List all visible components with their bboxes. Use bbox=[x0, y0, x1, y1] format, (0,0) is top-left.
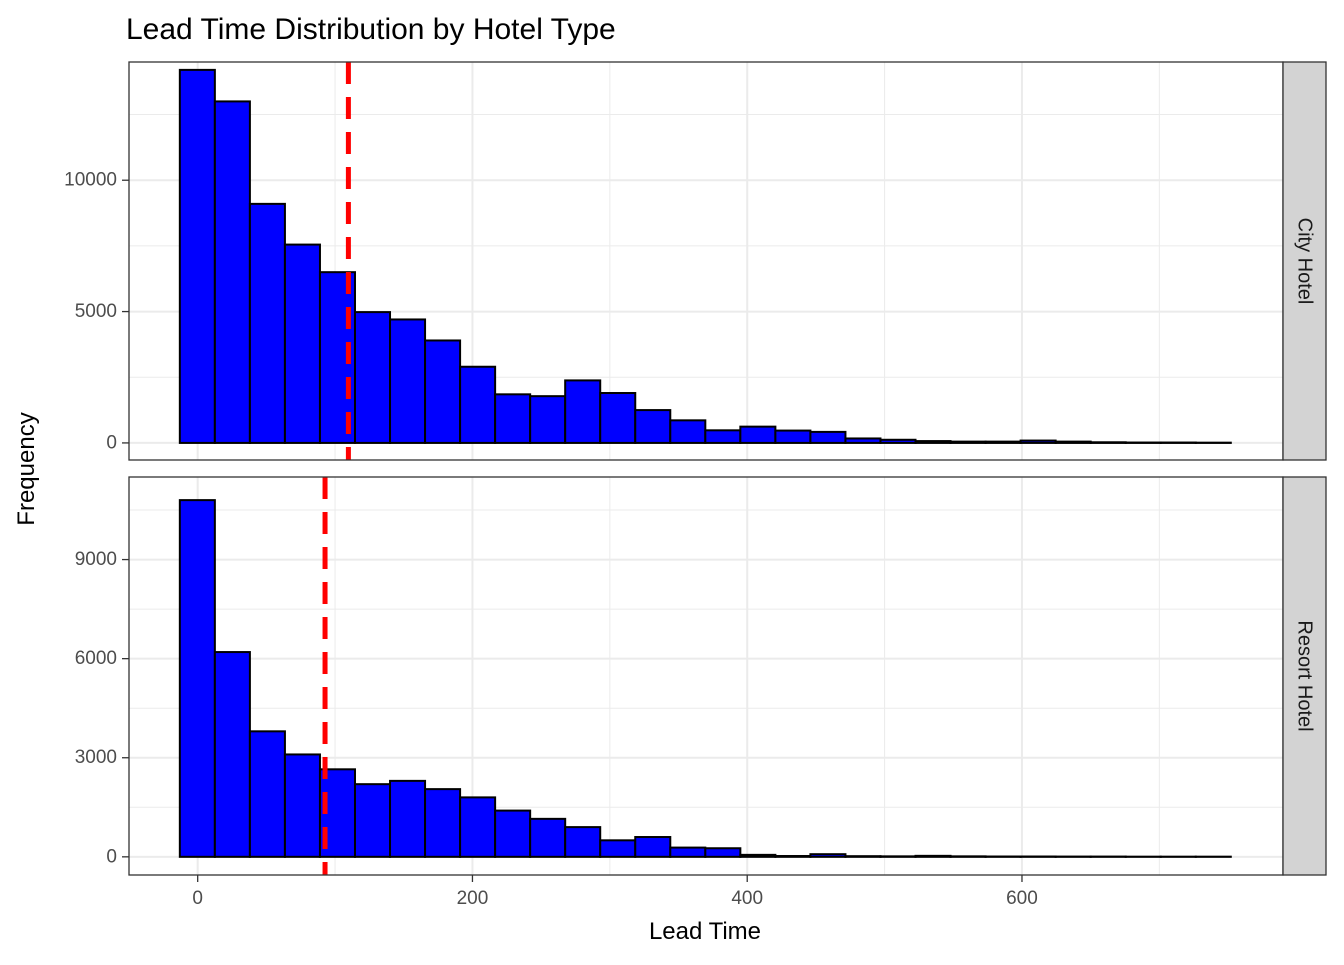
histogram-bar bbox=[565, 380, 600, 443]
histogram-bar bbox=[495, 394, 530, 443]
histogram-bar bbox=[1056, 442, 1091, 443]
facet-panels: City Hotel 0 5000 10000 Resort Hotel 0 3000 600… bbox=[64, 62, 1326, 909]
y-tick-label: 5000 bbox=[75, 301, 117, 322]
facet-strip-label: City Hotel bbox=[1294, 218, 1316, 305]
y-tick-label: 0 bbox=[106, 846, 117, 867]
histogram-bar bbox=[180, 500, 215, 857]
histogram-bar bbox=[705, 848, 740, 857]
y-tick-label: 3000 bbox=[75, 747, 117, 768]
y-tick-label: 0 bbox=[106, 432, 117, 453]
histogram-bar bbox=[810, 854, 845, 857]
histogram-bar bbox=[425, 340, 460, 442]
histogram-bar bbox=[215, 101, 250, 443]
histogram-bar bbox=[390, 781, 425, 857]
histogram-bar bbox=[775, 431, 810, 443]
histogram-bar bbox=[460, 367, 495, 443]
x-tick-label: 400 bbox=[731, 888, 763, 909]
histogram-bar bbox=[951, 442, 986, 443]
histogram-bar bbox=[250, 204, 285, 443]
y-tick-label: 9000 bbox=[75, 549, 117, 570]
histogram-bar bbox=[285, 245, 320, 443]
histogram-bar bbox=[705, 430, 740, 443]
histogram-bar bbox=[600, 840, 635, 857]
histogram-bar bbox=[530, 396, 565, 443]
histogram-bar bbox=[635, 837, 670, 857]
histogram-bar bbox=[916, 856, 951, 857]
x-tick-label: 600 bbox=[1006, 888, 1038, 909]
histogram-bar bbox=[425, 789, 460, 857]
x-tick-label: 0 bbox=[192, 888, 203, 909]
histogram-bar bbox=[635, 410, 670, 443]
x-tick-label: 200 bbox=[457, 888, 489, 909]
histogram-bar bbox=[495, 811, 530, 857]
histogram-bar bbox=[180, 70, 215, 443]
histogram-bar bbox=[845, 438, 880, 442]
histogram-bar bbox=[460, 797, 495, 856]
histogram-bar bbox=[775, 856, 810, 857]
histogram-bar bbox=[670, 848, 705, 857]
histogram-bar bbox=[740, 427, 775, 443]
histogram-bar bbox=[1021, 441, 1056, 443]
histogram-bar bbox=[215, 652, 250, 857]
histogram-bar bbox=[600, 393, 635, 443]
histogram-bar bbox=[355, 312, 390, 443]
x-axis-label: Lead Time bbox=[649, 918, 761, 945]
histogram-bar bbox=[1091, 442, 1126, 443]
y-tick-label: 6000 bbox=[75, 648, 117, 669]
histogram-bar bbox=[670, 420, 705, 443]
y-axis-label: Frequency bbox=[13, 412, 40, 525]
histogram-bar bbox=[740, 855, 775, 857]
facet-panel: Resort Hotel 0 3000 6000 9000 bbox=[75, 477, 1326, 875]
histogram-bar bbox=[916, 441, 951, 443]
y-tick-label: 10000 bbox=[64, 170, 117, 191]
histogram-bar bbox=[355, 784, 390, 857]
histogram-bar bbox=[880, 440, 915, 443]
histogram-bar bbox=[810, 432, 845, 443]
histogram-bar bbox=[250, 731, 285, 857]
chart-title: Lead Time Distribution by Hotel Type bbox=[126, 13, 616, 46]
histogram-bar bbox=[530, 819, 565, 857]
histogram-bar bbox=[845, 856, 880, 857]
facet-panel: City Hotel 0 5000 10000 bbox=[64, 62, 1326, 460]
histogram-bar bbox=[565, 827, 600, 857]
facet-strip-label: Resort Hotel bbox=[1294, 620, 1316, 731]
histogram-bar bbox=[986, 442, 1021, 443]
histogram-bar bbox=[390, 319, 425, 442]
histogram-bar bbox=[285, 754, 320, 856]
